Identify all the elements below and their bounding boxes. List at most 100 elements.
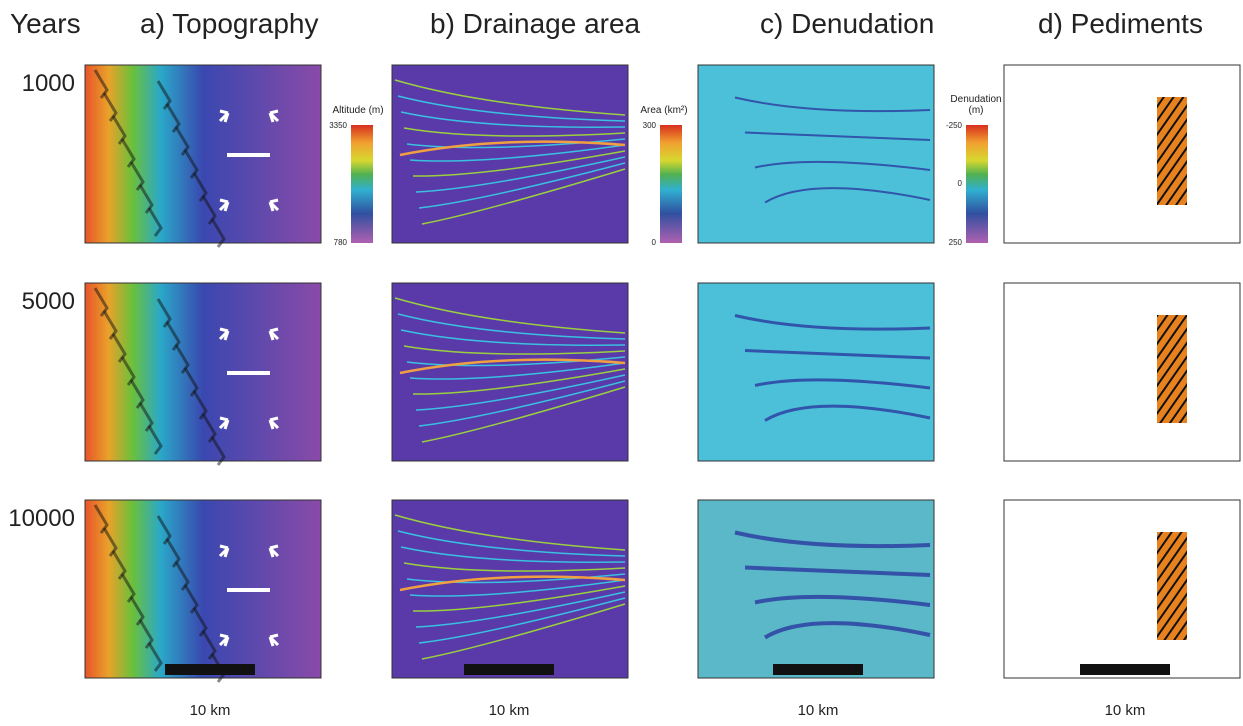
hillshade [147, 207, 163, 237]
scale-bar-label: 10 km [488, 702, 530, 719]
incision [734, 530, 931, 549]
channel [400, 329, 626, 346]
incision [744, 349, 931, 360]
incision [754, 594, 931, 607]
arrow [218, 327, 230, 341]
column-header: b) Drainage area [430, 8, 641, 39]
channel [409, 362, 626, 380]
colorbar-label: 3350 [329, 121, 347, 130]
channel [418, 597, 626, 644]
pediment [1157, 97, 1187, 205]
hillshade [156, 80, 172, 110]
channel [400, 546, 626, 563]
channel [397, 313, 626, 340]
hillshade [183, 149, 199, 179]
hillshade [93, 287, 109, 317]
arrow [218, 633, 230, 647]
topography-panel [84, 64, 322, 244]
hillshade [102, 92, 118, 122]
arrow [268, 633, 280, 647]
channel [421, 603, 626, 660]
colorbar [351, 125, 373, 243]
channel [400, 111, 626, 128]
colorbar [966, 125, 988, 243]
channel [394, 297, 626, 334]
scale-bar [464, 664, 554, 675]
channel [415, 374, 626, 411]
hillshade [201, 195, 217, 225]
channel [409, 144, 626, 162]
hillshade [111, 550, 127, 580]
hillshade [165, 321, 181, 351]
column-header: c) Denudation [760, 8, 935, 39]
colorbar-title: Denudation (m) [950, 94, 1002, 116]
colorbar [660, 125, 682, 243]
colorbar-label: 780 [333, 238, 347, 247]
main-channel [399, 575, 626, 592]
pediment [1157, 315, 1187, 423]
incision [744, 131, 931, 141]
incision [763, 621, 931, 640]
hillshade [183, 584, 199, 614]
arrow [268, 416, 280, 430]
hillshade [183, 367, 199, 397]
hillshade [120, 138, 136, 168]
channel [403, 127, 626, 137]
hillshade [192, 172, 208, 202]
colorbar-label: 300 [642, 121, 656, 130]
incision [754, 160, 931, 171]
colorbar-label: 0 [957, 179, 962, 188]
hillshade [102, 310, 118, 340]
channel [415, 156, 626, 193]
hillshade [129, 379, 145, 409]
channel [421, 386, 626, 443]
hillshade [111, 115, 127, 145]
channel [403, 345, 626, 355]
hillshade [201, 413, 217, 443]
scale-marker [227, 153, 270, 157]
hillshade [129, 161, 145, 191]
colorbar-label: 250 [948, 238, 962, 247]
hillshade [174, 561, 190, 591]
drainage-panel [391, 499, 629, 679]
hillshade [174, 344, 190, 374]
incision [744, 565, 931, 577]
pediment-panel [1003, 282, 1241, 462]
row-label: 5000 [21, 288, 75, 315]
arrow [218, 109, 230, 123]
channel [403, 562, 626, 572]
drainage-panel [391, 64, 629, 244]
scale-bar [773, 664, 863, 675]
hillshade [165, 538, 181, 568]
colorbar-title: Area (km²) [640, 105, 688, 116]
incision [734, 96, 931, 113]
arrow [218, 198, 230, 212]
channel [394, 79, 626, 116]
hillshade [201, 630, 217, 660]
colorbar-label: -250 [945, 121, 962, 130]
hillshade [147, 642, 163, 672]
scale-marker [227, 371, 270, 375]
denudation-panel [697, 64, 935, 244]
hillshade [210, 436, 226, 466]
hillshade [138, 402, 154, 432]
arrow [268, 327, 280, 341]
hillshade [156, 515, 172, 545]
hillshade [129, 596, 145, 626]
channel [421, 168, 626, 225]
hillshade [93, 504, 109, 534]
row-label: 10000 [8, 505, 75, 532]
hillshade [138, 184, 154, 214]
pediment-panel [1003, 499, 1241, 679]
main-channel [399, 358, 626, 375]
channel [412, 150, 626, 177]
arrow [268, 198, 280, 212]
hillshade [174, 126, 190, 156]
scale-bar [165, 664, 255, 675]
arrow [218, 416, 230, 430]
denudation-panel [697, 282, 935, 462]
incision [734, 314, 931, 331]
channel [418, 162, 626, 209]
hillshade [120, 356, 136, 386]
hillshade [138, 619, 154, 649]
